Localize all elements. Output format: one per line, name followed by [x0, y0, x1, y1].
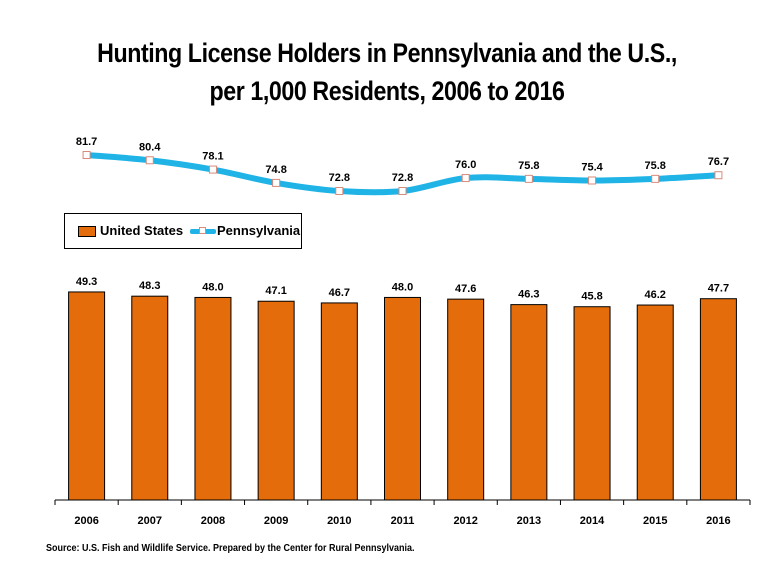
bar-data-label-2007: 48.3 [139, 280, 160, 292]
bar-data-label-2012: 47.6 [455, 283, 476, 295]
chart-title-line1: Hunting License Holders in Pennsylvania … [97, 38, 677, 68]
chart-title-line2: per 1,000 Residents, 2006 to 2016 [209, 76, 565, 106]
line-data-label-2012: 76.0 [455, 159, 476, 171]
x-tick-label-2016: 2016 [706, 515, 730, 527]
bar-data-label-2010: 46.7 [329, 287, 350, 299]
bar-data-label-2006: 49.3 [76, 276, 97, 288]
marker-pennsylvania-2008 [208, 165, 217, 174]
x-tick-label-2010: 2010 [327, 515, 351, 527]
bar-data-label-2016: 47.7 [708, 283, 729, 295]
bar-united-states-2015 [636, 304, 674, 501]
legend-label-pennsylvania: Pennsylvania [217, 223, 301, 238]
legend-label-united-states: United States [100, 223, 184, 238]
marker-pennsylvania-2006 [82, 151, 91, 159]
line-data-label-2006: 81.7 [76, 136, 97, 148]
line-data-label-2007: 80.4 [139, 141, 161, 153]
bar-data-label-2013: 46.3 [518, 289, 539, 301]
x-tick-label-2011: 2011 [391, 515, 415, 527]
marker-pennsylvania-2013 [524, 174, 533, 183]
legend-swatch-united-states [78, 226, 96, 237]
bar-united-states-2016 [699, 298, 737, 501]
line-data-label-2013: 75.8 [518, 160, 539, 172]
marker-pennsylvania-2012 [461, 174, 470, 183]
source-note: Source: U.S. Fish and Wildlife Service. … [46, 543, 415, 554]
line-data-label-2010: 72.8 [329, 172, 350, 184]
bar-united-states-2008 [194, 296, 232, 501]
x-tick-label-2015: 2015 [643, 515, 667, 527]
line-data-label-2008: 78.1 [202, 151, 223, 163]
x-tick-label-2014: 2014 [580, 515, 605, 527]
bar-united-states-2006 [68, 291, 106, 501]
bar-data-label-2008: 48.0 [202, 281, 223, 293]
bar-united-states-2012 [447, 298, 485, 501]
marker-pennsylvania-2016 [714, 171, 723, 180]
line-data-label-2015: 75.8 [645, 160, 666, 172]
x-tick-label-2012: 2012 [453, 515, 477, 527]
marker-pennsylvania-2011 [398, 187, 407, 195]
bar-united-states-2010 [320, 302, 358, 501]
marker-pennsylvania-2014 [588, 176, 597, 185]
marker-pennsylvania-2015 [651, 174, 660, 183]
marker-pennsylvania-2010 [335, 187, 344, 195]
bar-united-states-2014 [573, 306, 611, 501]
x-tick-label-2009: 2009 [264, 515, 288, 527]
marker-pennsylvania-2007 [145, 156, 154, 165]
bar-united-states-2009 [257, 300, 295, 501]
x-tick-label-2013: 2013 [517, 515, 541, 527]
bar-united-states-2007 [131, 295, 169, 501]
x-tick-label-2007: 2007 [138, 515, 162, 527]
bar-united-states-2011 [384, 296, 421, 501]
bar-united-states-2013 [510, 304, 548, 501]
bar-data-label-2011: 48.0 [392, 281, 413, 293]
line-data-label-2011: 72.8 [392, 172, 413, 184]
legend-swatch-pennsylvania-marker [199, 227, 206, 234]
marker-pennsylvania-2009 [272, 178, 281, 187]
x-tick-label-2008: 2008 [201, 515, 225, 527]
chart-legend: United States Pennsylvania [64, 213, 302, 249]
line-data-label-2014: 75.4 [581, 161, 603, 173]
x-tick-label-2006: 2006 [74, 515, 98, 527]
bar-data-label-2015: 46.2 [645, 289, 666, 301]
bar-data-label-2014: 45.8 [581, 291, 602, 303]
line-data-label-2009: 74.8 [265, 164, 286, 176]
bar-data-label-2009: 47.1 [265, 285, 286, 297]
line-data-label-2016: 76.7 [708, 156, 729, 168]
